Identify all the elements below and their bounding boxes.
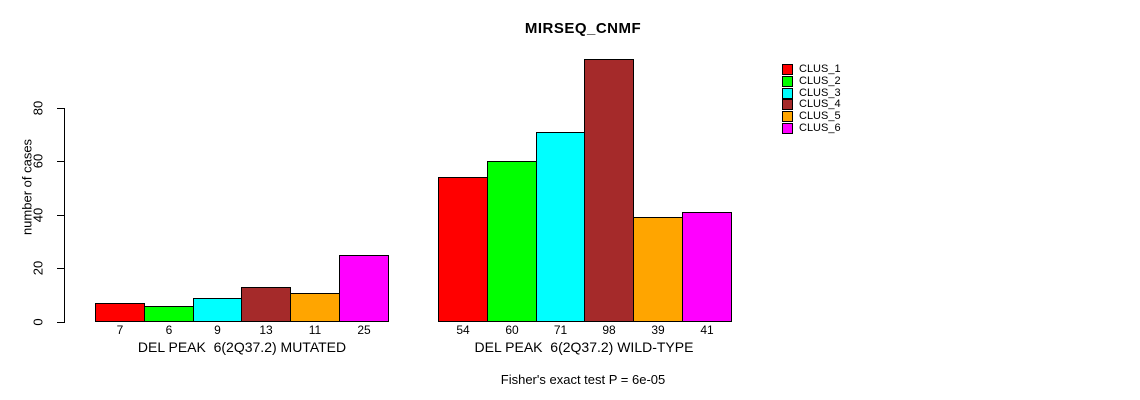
- legend: CLUS_1 CLUS_2 CLUS_3 CLUS_4 CLUS_5 CLUS_6: [782, 64, 841, 134]
- legend-swatch-icon: [782, 76, 793, 88]
- legend-row: CLUS_5: [782, 111, 841, 123]
- legend-label: CLUS_2: [799, 75, 841, 88]
- bar-clus_3-group0: [193, 298, 242, 322]
- y-tick-mark: [57, 161, 64, 162]
- legend-label: CLUS_1: [799, 63, 841, 76]
- bar-value-label: 41: [700, 323, 714, 337]
- bar-clus_4-group1: [584, 59, 634, 322]
- bar-value-label: 6: [165, 323, 173, 337]
- legend-swatch-icon: [782, 111, 793, 123]
- group-label-mutated: DEL PEAK 6(2Q37.2) MUTATED: [137, 339, 347, 355]
- bar-clus_3-group1: [536, 132, 585, 322]
- y-tick-mark: [57, 215, 64, 216]
- bar-value-label: 13: [259, 323, 273, 337]
- bar-value-label: 11: [308, 323, 322, 337]
- y-tick-mark: [57, 322, 64, 323]
- bar-value-label: 25: [357, 323, 371, 337]
- bar-clus_1-group1: [438, 177, 488, 322]
- legend-swatch-icon: [782, 87, 793, 99]
- legend-row: CLUS_3: [782, 87, 841, 99]
- bar-clus_4-group0: [241, 287, 291, 322]
- bar-clus_5-group0: [290, 293, 340, 322]
- legend-row: CLUS_2: [782, 76, 841, 88]
- bar-clus_2-group1: [487, 161, 537, 322]
- legend-swatch-icon: [782, 99, 793, 111]
- legend-swatch-icon: [782, 122, 793, 134]
- bar-value-label: 60: [505, 323, 519, 337]
- bar-value-label: 54: [456, 323, 470, 337]
- y-tick-mark: [57, 268, 64, 269]
- legend-row: CLUS_4: [782, 99, 841, 111]
- bar-clus_6-group0: [339, 255, 389, 322]
- bar-clus_1-group0: [95, 303, 145, 322]
- bar-value-label: 9: [214, 323, 221, 337]
- bar-clus_2-group0: [144, 306, 194, 322]
- bar-value-label: 98: [602, 323, 616, 337]
- legend-label: CLUS_3: [799, 86, 841, 99]
- legend-label: CLUS_4: [799, 98, 841, 111]
- y-axis-line: [64, 108, 65, 323]
- y-tick-mark: [57, 108, 64, 109]
- y-tick-label: 0: [30, 318, 46, 326]
- chart-title: MIRSEQ_CNMF: [524, 20, 642, 37]
- legend-row: CLUS_1: [782, 64, 841, 76]
- fisher-test-note: Fisher's exact test P = 6e-05: [500, 372, 666, 387]
- legend-swatch-icon: [782, 64, 793, 76]
- bar-clus_5-group1: [633, 217, 683, 322]
- group-label-wild-type: DEL PEAK 6(2Q37.2) WILD-TYPE: [474, 339, 694, 355]
- legend-label: CLUS_5: [799, 110, 841, 123]
- legend-label: CLUS_6: [799, 121, 841, 134]
- legend-row: CLUS_6: [782, 122, 841, 134]
- y-tick-label: 60: [30, 153, 46, 169]
- bar-value-label: 71: [553, 323, 568, 337]
- bar-value-label: 39: [651, 323, 665, 337]
- y-tick-label: 20: [30, 260, 46, 276]
- bar-clus_6-group1: [682, 212, 732, 322]
- y-tick-label: 80: [30, 100, 46, 116]
- bar-value-label: 7: [116, 323, 124, 337]
- y-tick-label: 40: [30, 207, 46, 223]
